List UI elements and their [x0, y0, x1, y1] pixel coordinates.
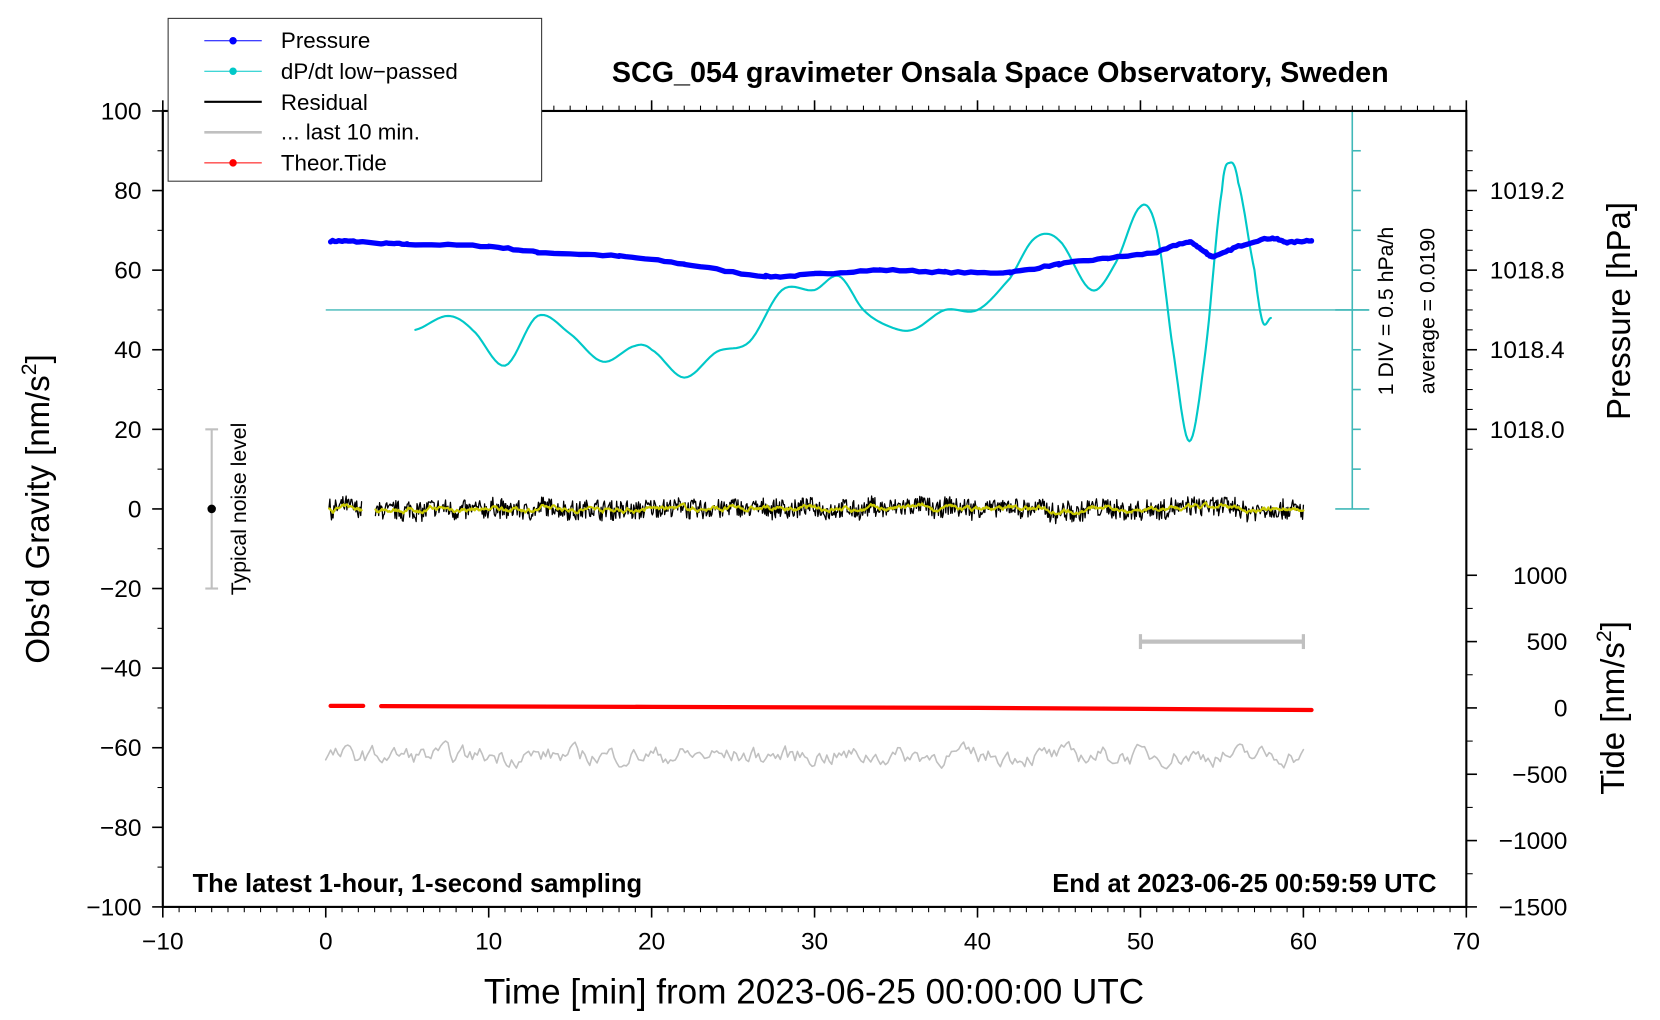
pressure-tick-label: 1018.4 — [1490, 337, 1565, 364]
x-tick-label: 40 — [964, 928, 991, 955]
tide-tick-label: 0 — [1554, 695, 1568, 722]
last10-line — [324, 740, 1305, 770]
dpdt-div-label: 1 DIV = 0.5 hPa/h — [1374, 227, 1398, 395]
y-tick-label: −20 — [100, 576, 142, 603]
tide-tick-label: −1500 — [1499, 894, 1568, 921]
pressure-line — [327, 235, 1315, 280]
noise-level-dot — [207, 504, 216, 514]
dpdt-line — [414, 161, 1272, 443]
legend-label-pressure: Pressure — [281, 28, 370, 53]
tide-line — [379, 703, 1314, 713]
y-tick-label: −100 — [86, 894, 141, 921]
legend-label-residual: Residual — [281, 90, 368, 115]
legend-swatch-dot — [229, 37, 237, 45]
y-tick-label: 60 — [114, 258, 141, 285]
annotation-right: End at 2023-06-25 00:59:59 UTC — [1052, 870, 1436, 898]
legend-label-last10: ... last 10 min. — [281, 120, 420, 145]
residual-smoothed-line — [327, 503, 363, 514]
y-tick-label: −40 — [100, 656, 142, 683]
pressure-tick-label: 1019.2 — [1490, 178, 1565, 205]
x-tick-label: 60 — [1290, 928, 1317, 955]
chart-title: SCG_054 gravimeter Onsala Space Observat… — [612, 57, 1389, 89]
residual-smoothed-line — [374, 501, 1305, 516]
residual-line — [374, 495, 1305, 525]
noise-label: Typical noise level — [227, 423, 251, 596]
x-tick-label: 30 — [801, 928, 828, 955]
x-tick-label: 20 — [638, 928, 665, 955]
y-tick-label: 40 — [114, 337, 141, 364]
pressure-tick-label: 1018.8 — [1490, 258, 1565, 285]
pressure-tick-label: 1018.0 — [1490, 417, 1565, 444]
dpdt-average-label: average = 0.0190 — [1415, 228, 1439, 394]
legend: Pressure dP/dt low−passed Residual ... l… — [167, 17, 543, 182]
tide-tick-label: −1000 — [1499, 828, 1568, 855]
legend-swatch-dot — [229, 67, 237, 75]
legend-label-tide: Theor.Tide — [281, 151, 387, 176]
y-tick-label: 100 — [101, 98, 142, 125]
x-tick-label: 50 — [1127, 928, 1154, 955]
y-tick-label: 80 — [114, 178, 141, 205]
x-tick-label: 10 — [475, 928, 502, 955]
y-tick-label: −80 — [100, 815, 142, 842]
y-tick-label: −60 — [100, 735, 142, 762]
x-axis-label: Time [min] from 2023-06-25 00:00:00 UTC — [484, 973, 1144, 1012]
legend-label-dpdt: dP/dt low−passed — [281, 59, 458, 84]
y-axis-label-pressure: Pressure [hPa] — [1600, 202, 1637, 420]
x-tick-label: 0 — [319, 928, 333, 955]
plot-frame — [161, 109, 1468, 908]
annotation-left: The latest 1-hour, 1-second sampling — [193, 870, 642, 898]
tide-tick-label: −500 — [1512, 762, 1567, 789]
x-tick-label: 70 — [1453, 928, 1480, 955]
y-tick-label: 0 — [128, 496, 142, 523]
y-axis-label-tide: Tide [nm/s2] — [1592, 621, 1631, 795]
tide-tick-label: 1000 — [1513, 563, 1567, 590]
x-tick-label: −10 — [142, 928, 184, 955]
y-tick-label: 20 — [114, 417, 141, 444]
y-axis-label-left: Obs'd Gravity [nm/s2] — [17, 354, 56, 663]
tide-tick-label: 500 — [1527, 629, 1568, 656]
legend-swatch-dot — [229, 159, 237, 167]
